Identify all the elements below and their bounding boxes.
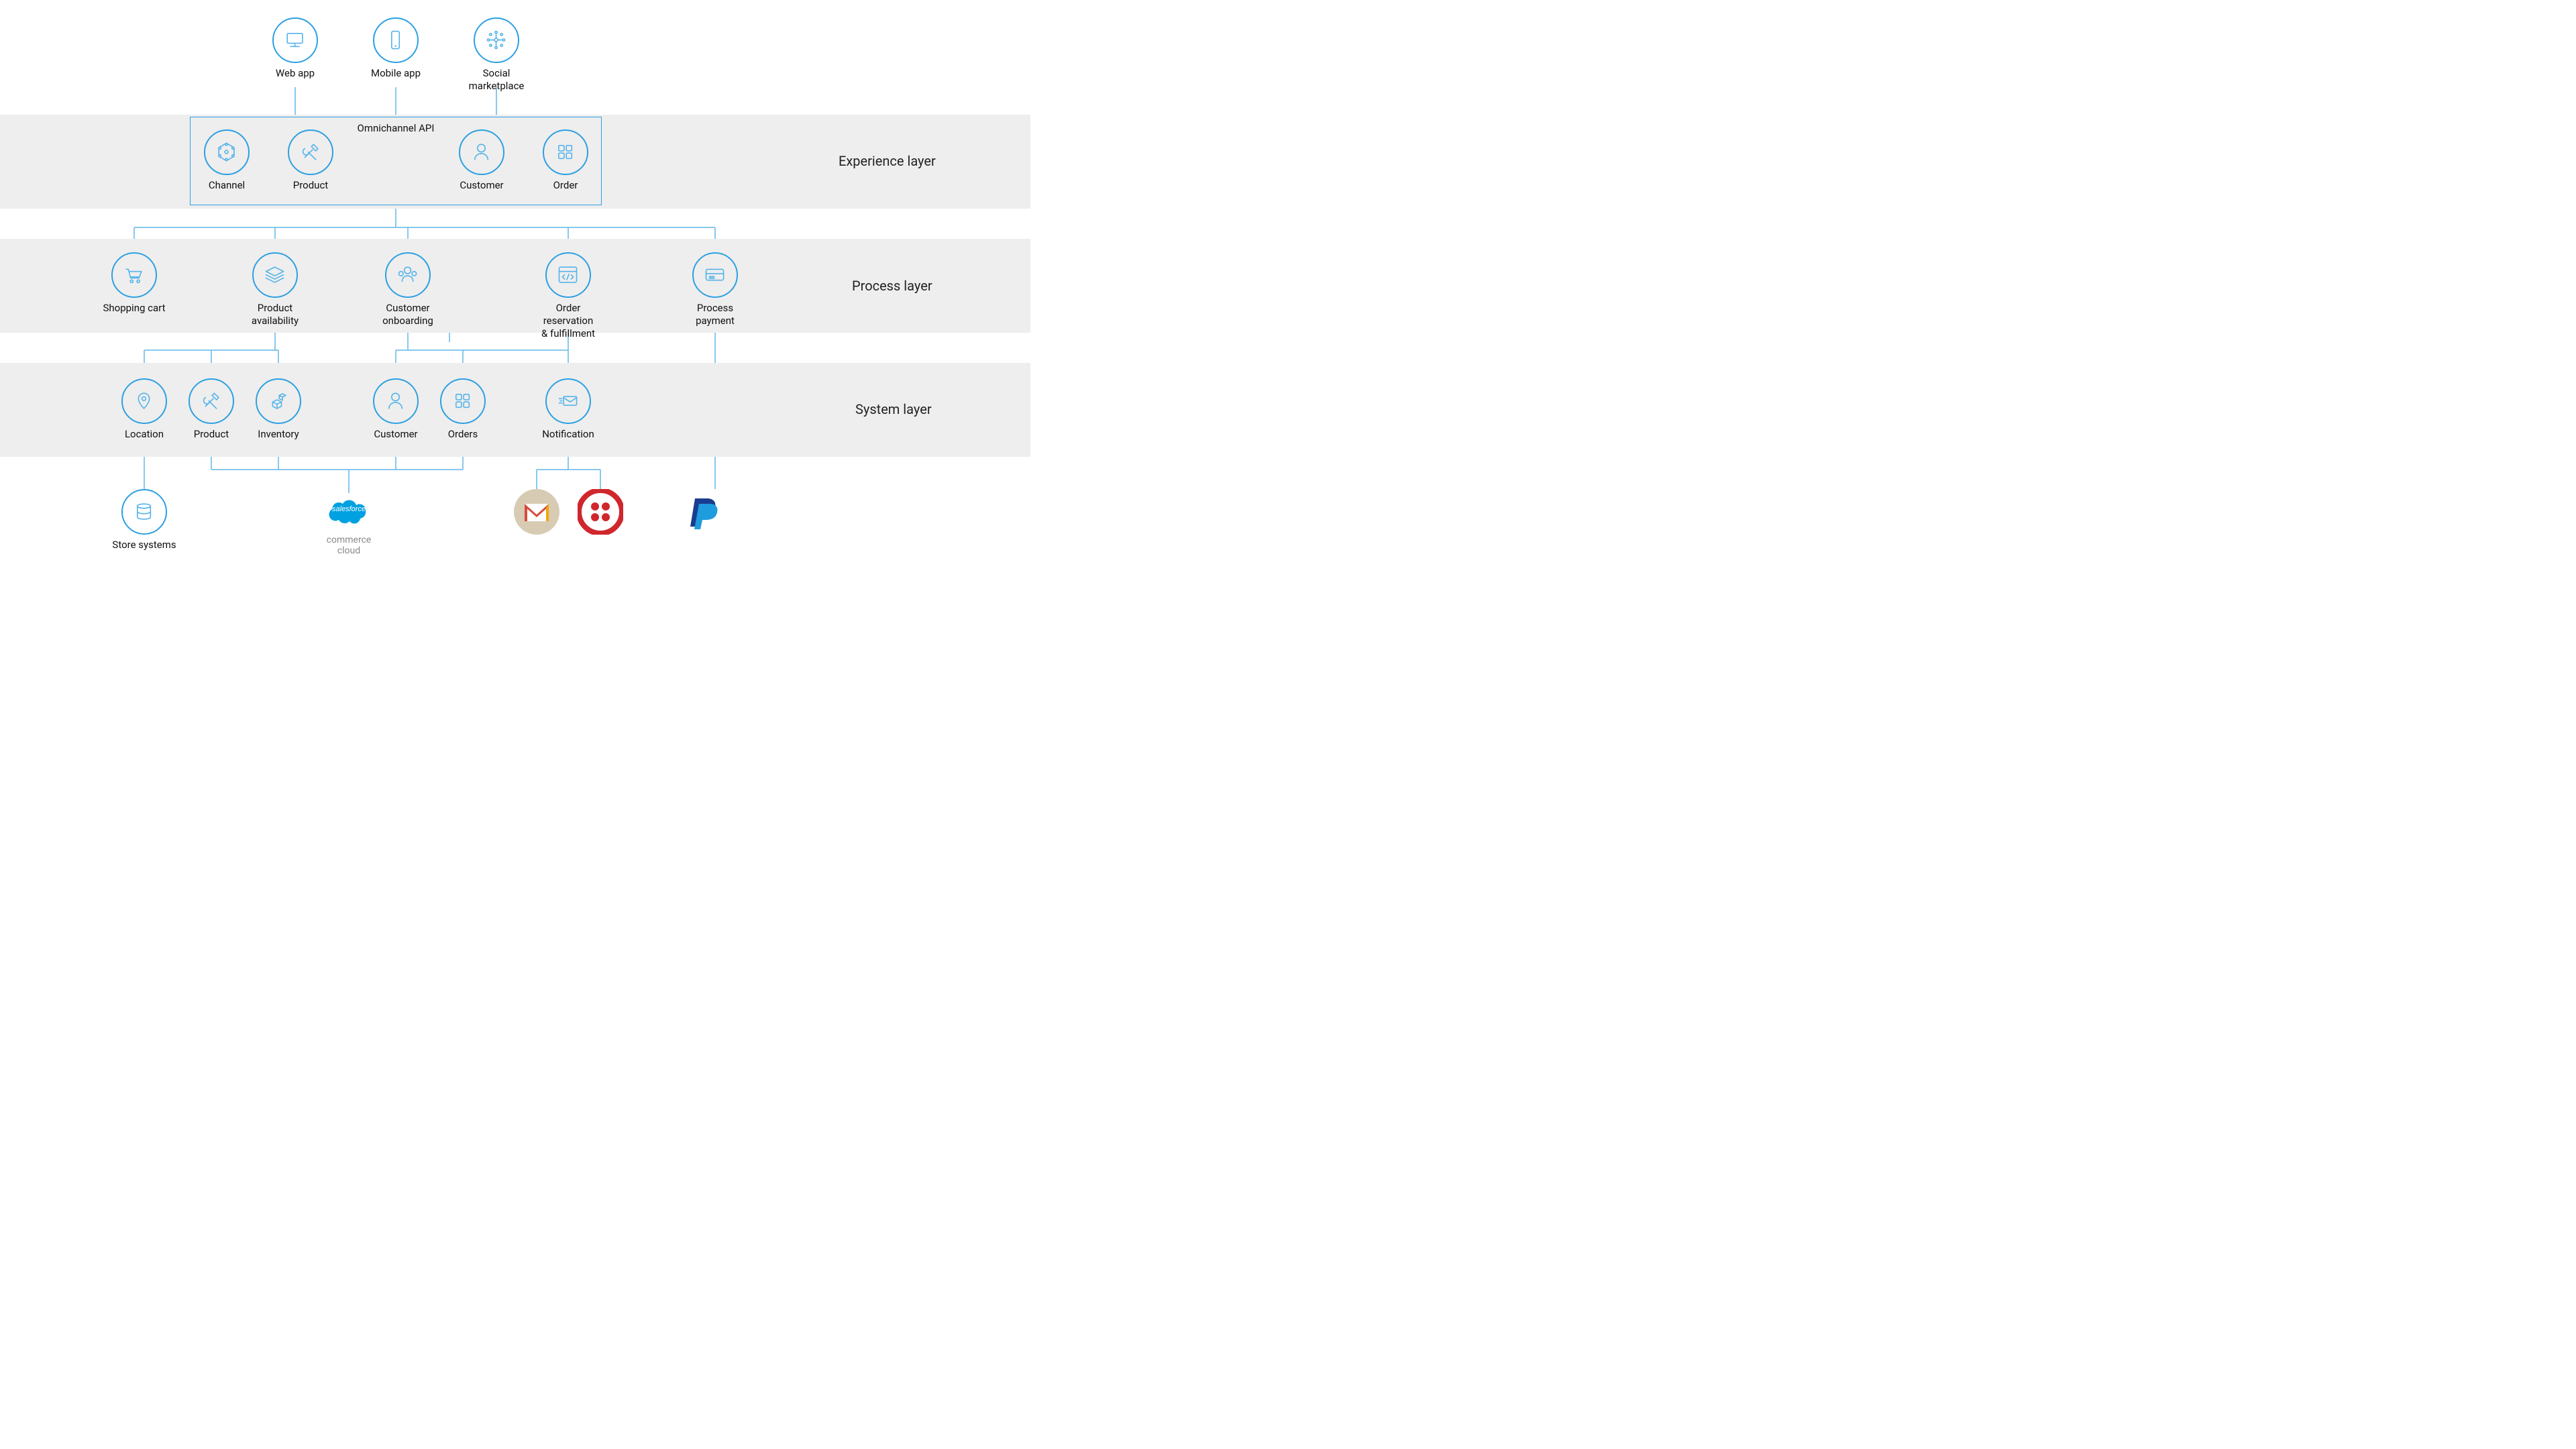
node-label: Product [178,428,245,441]
paypal-icon [682,489,727,535]
node-label: Order reservation & fulfillment [535,302,602,339]
node-label: Shopping cart [101,302,168,315]
pin-icon [121,378,167,424]
band-label-experience: Experience layer [839,153,936,169]
db-icon [121,489,167,535]
svg-text:salesforce: salesforce [332,505,366,513]
node-onboarding: Customer onboarding [374,252,441,327]
node-cart: Shopping cart [101,252,168,315]
brand-gmail [503,489,570,537]
node-inventory: Inventory [245,378,312,441]
twilio-icon [578,489,623,535]
node-label: Product availability [241,302,309,327]
node-label: Customer onboarding [374,302,441,327]
grid-icon [440,378,486,424]
brand-paypal [671,489,738,537]
node-label: Notification [535,428,602,441]
mesh-icon [474,17,519,63]
node-label: Location [111,428,178,441]
brand-twilio [567,489,634,537]
node-fulfill: Order reservation & fulfillment [535,252,602,339]
node-social: Social marketplace [463,17,530,93]
node-payment: Process payment [682,252,749,327]
node-label: Channel [193,179,260,192]
gmail-icon [514,489,559,535]
node-channel: Channel [193,129,260,192]
node-label: Web app [262,67,329,80]
monitor-icon [272,17,318,63]
node-label: Customer [362,428,429,441]
card-icon [692,252,738,298]
node-customer: Customer [448,129,515,192]
layers-icon [252,252,298,298]
code-icon [545,252,591,298]
node-label: Customer [448,179,515,192]
node-label: Order [532,179,599,192]
node-label: Mobile app [362,67,429,80]
node-location: Location [111,378,178,441]
node-label: Product [277,179,344,192]
node-label: Inventory [245,428,312,441]
node-notification: Notification [535,378,602,441]
cart-icon [111,252,157,298]
tools-icon [189,378,234,424]
node-order: Order [532,129,599,192]
person-icon [373,378,419,424]
mail-icon [545,378,591,424]
brand-label: commerce cloud [315,535,382,556]
node-store: Store systems [111,489,178,551]
node-availability: Product availability [241,252,309,327]
node-sOrders: Orders [429,378,496,441]
band-label-process: Process layer [852,278,932,294]
node-mobile: Mobile app [362,17,429,80]
node-apiProduct: Product [277,129,344,192]
hexMesh-icon [204,129,250,175]
tools-icon [288,129,333,175]
phone-icon [373,17,419,63]
people-icon [385,252,431,298]
node-label: Process payment [682,302,749,327]
person-icon [459,129,504,175]
node-label: Store systems [111,539,178,551]
grid-icon [543,129,588,175]
boxes-icon [256,378,301,424]
diagram-stage: Experience layer Process layer System laye… [0,0,1030,580]
node-label: Orders [429,428,496,441]
node-sProduct: Product [178,378,245,441]
band-label-system: System layer [855,401,932,417]
salesforce-icon: salesforce [319,489,379,529]
node-sCustomer: Customer [362,378,429,441]
node-webapp: Web app [262,17,329,80]
brand-salesforce: salesforce commerce cloud [315,489,382,556]
node-label: Social marketplace [463,67,530,93]
